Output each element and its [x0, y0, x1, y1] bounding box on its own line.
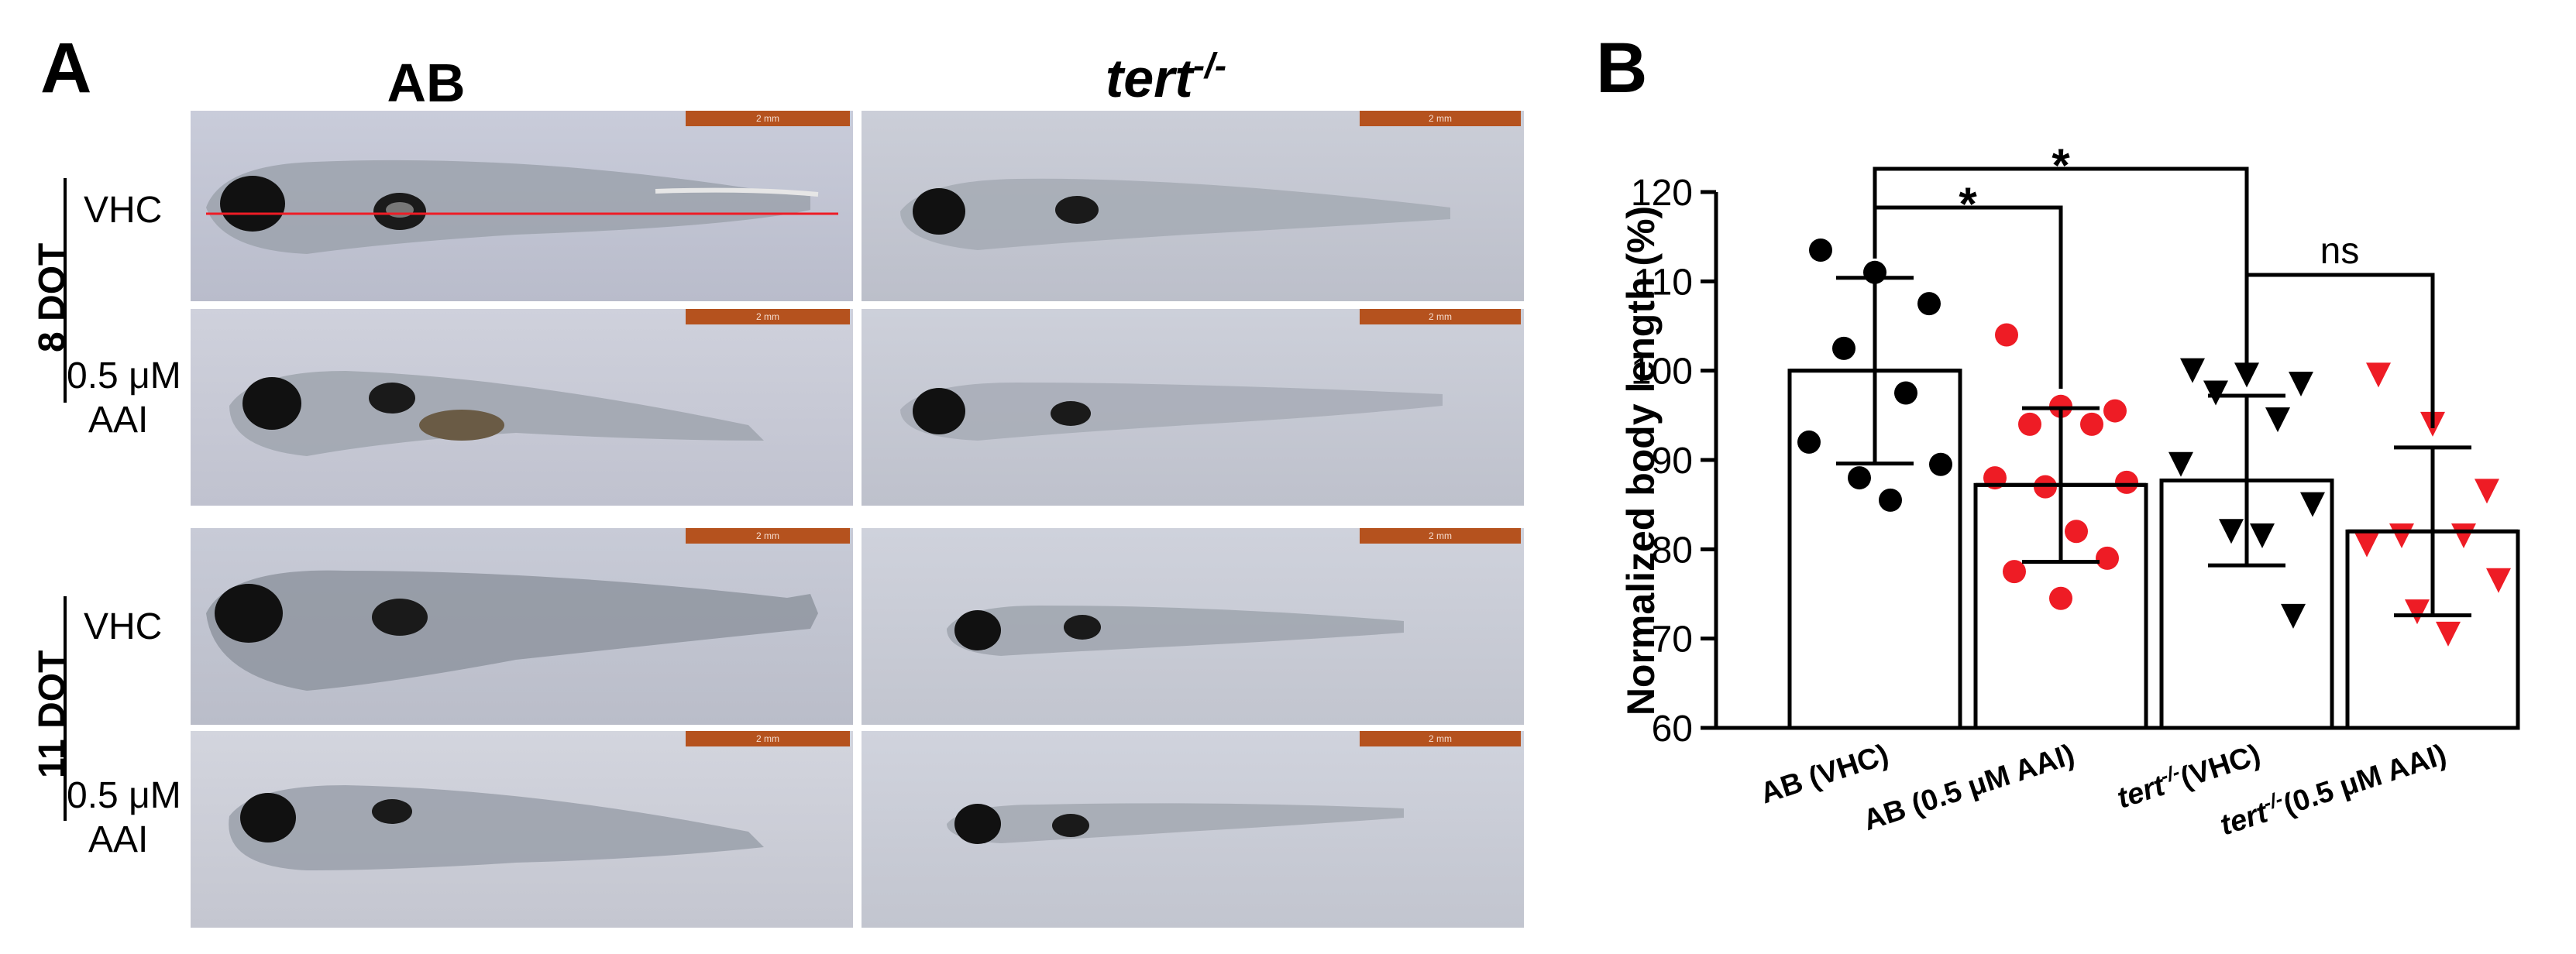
larva-image — [229, 371, 764, 456]
body-length-chart: Normalized body length (%) 60 70 80 90 100 11… — [1619, 139, 2520, 842]
data-point — [2281, 603, 2306, 629]
larva-image — [229, 785, 765, 870]
scale-bar: 2 mm — [686, 528, 850, 544]
y-tick-label: 80 — [1652, 530, 1693, 571]
scale-bar: 2 mm — [1360, 111, 1521, 126]
bars — [1787, 369, 2520, 730]
data-point — [1797, 430, 1821, 454]
data-point — [1879, 488, 1902, 512]
data-point — [1848, 466, 1871, 490]
data-point — [1917, 292, 1941, 316]
significance-bracket — [1873, 166, 2249, 376]
data-point — [2080, 412, 2103, 436]
image-tert-11dot-aai: 2 mm — [862, 731, 1524, 928]
larva-image — [947, 606, 1404, 656]
data-point — [2203, 380, 2228, 406]
scale-bar: 2 mm — [1360, 528, 1521, 544]
image-ab-8dot-aai: 2 mm — [191, 309, 853, 506]
data-point — [2405, 599, 2430, 625]
significance-label: ns — [2320, 231, 2360, 272]
panel-a-letter: A — [40, 29, 92, 108]
panel-b-letter: B — [1596, 29, 1648, 108]
data-point — [2354, 532, 2379, 558]
y-axis-label: Normalized body length (%) — [1619, 206, 1663, 716]
data-point — [2065, 520, 2088, 544]
data-point — [2049, 586, 2072, 610]
data-point — [1832, 336, 1855, 360]
larva-image — [206, 570, 818, 691]
significance-brackets: * * ns — [1873, 139, 2435, 428]
x-tick-label: AB (VHC) — [1756, 739, 1893, 811]
data-point — [2219, 519, 2244, 544]
aai-dose-label: 0.5 μM — [67, 775, 181, 816]
data-point — [1995, 323, 2018, 347]
tert-superscript: -/- — [1192, 45, 1227, 86]
data-point — [2436, 621, 2461, 647]
image-tert-11dot-vhc: 2 mm — [862, 528, 1524, 725]
significance-label: * — [1959, 178, 1977, 230]
image-ab-8dot-vhc: 2 mm — [191, 111, 853, 301]
scale-bar: 2 mm — [686, 111, 850, 126]
data-point — [2115, 470, 2138, 494]
y-tick-label: 110 — [1633, 262, 1693, 303]
scale-bar: 2 mm — [686, 309, 850, 324]
data-point — [2168, 451, 2193, 477]
data-point — [2250, 523, 2275, 549]
y-tick-label: 60 — [1652, 709, 1693, 750]
x-tick-label: AB (0.5 μM AAI) — [1859, 739, 2079, 838]
aai-drug-label: AAI — [88, 818, 149, 860]
data-point — [2096, 546, 2119, 570]
tert-label: tert — [1105, 48, 1193, 108]
image-ab-11dot-vhc: 2 mm — [191, 528, 853, 725]
column-header-tert: tert-/- — [864, 48, 1468, 108]
y-tick-label: 120 — [1631, 173, 1693, 214]
data-point — [2103, 399, 2127, 423]
scale-bar: 2 mm — [1360, 731, 1521, 746]
larva-image — [206, 160, 838, 254]
image-tert-8dot-aai: 2 mm — [862, 309, 1524, 506]
row-label-11dot-aai: 0.5 μM AAI — [67, 774, 181, 862]
data-point — [2003, 560, 2026, 584]
larva-image — [900, 383, 1443, 441]
aai-drug-label: AAI — [88, 399, 149, 441]
error-bars — [1790, 276, 2518, 618]
group-label-8dot: 8 DOT — [32, 242, 73, 352]
data-point — [2486, 568, 2511, 593]
group-bracket-8dot — [64, 178, 67, 403]
data-point — [2265, 407, 2290, 433]
y-tick-label: 70 — [1652, 619, 1693, 661]
significance-bracket — [2244, 273, 2435, 428]
scale-bar: 2 mm — [686, 731, 850, 746]
group-label-11dot: 11 DOT — [32, 650, 73, 778]
scale-bar: 2 mm — [1360, 309, 1521, 324]
data-point — [1809, 238, 1832, 262]
data-point — [1929, 452, 1952, 476]
significance-label: * — [2052, 139, 2070, 191]
data-point — [2289, 371, 2313, 396]
row-label-8dot-aai: 0.5 μM AAI — [67, 355, 181, 442]
column-header-ab: AB — [387, 53, 466, 113]
row-label-11dot-vhc: VHC — [84, 606, 163, 647]
data-point — [2180, 358, 2205, 383]
larva-image — [947, 803, 1404, 844]
group-bracket-11dot — [64, 596, 67, 821]
row-label-8dot-vhc: VHC — [84, 190, 163, 231]
y-tick-label: 90 — [1652, 441, 1693, 482]
y-tick-label: 100 — [1631, 352, 1693, 393]
data-point — [2018, 412, 2041, 436]
image-tert-8dot-vhc: 2 mm — [862, 111, 1524, 301]
larva-image — [900, 178, 1450, 250]
image-ab-11dot-aai: 2 mm — [191, 731, 853, 928]
x-axis-labels: AB (VHC)AB (0.5 μM AAI) tert-/-(VHC)tert-… — [1756, 739, 2450, 842]
aai-dose-label: 0.5 μM — [67, 355, 181, 396]
data-point — [1894, 381, 1917, 405]
data-point — [2366, 362, 2391, 388]
data-point — [2475, 479, 2499, 504]
significance-bracket — [1873, 205, 2063, 389]
data-point — [2300, 492, 2325, 517]
